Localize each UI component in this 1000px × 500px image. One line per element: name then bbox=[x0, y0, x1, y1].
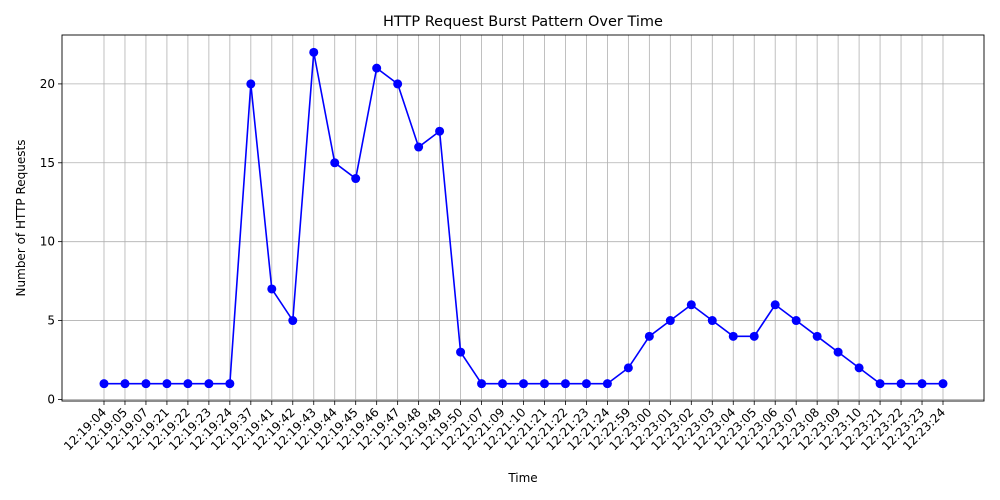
data-point bbox=[351, 174, 361, 184]
tick-layer: 12:19:0412:19:0512:19:0712:19:2112:19:22… bbox=[40, 77, 948, 453]
grid-layer bbox=[62, 35, 984, 401]
data-point bbox=[938, 379, 948, 389]
y-tick-label: 10 bbox=[40, 235, 55, 249]
data-point bbox=[728, 331, 738, 341]
y-axis-label: Number of HTTP Requests bbox=[14, 140, 28, 297]
data-point bbox=[477, 379, 487, 389]
data-point bbox=[560, 379, 570, 389]
data-point bbox=[162, 379, 172, 389]
data-point bbox=[99, 379, 109, 389]
data-point bbox=[330, 158, 340, 168]
data-point bbox=[854, 363, 864, 373]
data-point bbox=[665, 316, 675, 326]
data-point bbox=[267, 284, 277, 294]
data-point bbox=[372, 63, 382, 73]
data-point bbox=[183, 379, 193, 389]
data-point bbox=[141, 379, 151, 389]
y-tick-label: 0 bbox=[47, 392, 55, 406]
data-point bbox=[498, 379, 508, 389]
x-axis-label: Time bbox=[507, 471, 537, 485]
data-point bbox=[917, 379, 927, 389]
data-point bbox=[644, 331, 654, 341]
data-point bbox=[602, 379, 612, 389]
data-point bbox=[456, 347, 466, 357]
data-point bbox=[875, 379, 885, 389]
data-point bbox=[246, 79, 256, 89]
data-point bbox=[309, 47, 319, 57]
data-point bbox=[770, 300, 780, 310]
series-layer bbox=[99, 47, 948, 389]
data-point bbox=[749, 331, 759, 341]
data-point bbox=[288, 316, 298, 326]
data-point bbox=[539, 379, 549, 389]
data-point bbox=[686, 300, 696, 310]
data-point bbox=[581, 379, 591, 389]
data-point bbox=[519, 379, 528, 389]
data-point bbox=[896, 379, 906, 389]
data-point bbox=[435, 126, 445, 136]
data-point bbox=[833, 347, 843, 357]
plot-frame bbox=[61, 34, 985, 402]
y-tick-label: 20 bbox=[40, 77, 55, 91]
data-point bbox=[414, 142, 424, 152]
y-tick-label: 5 bbox=[47, 314, 55, 328]
data-point bbox=[393, 79, 403, 89]
data-point bbox=[120, 379, 130, 389]
data-point bbox=[225, 379, 235, 389]
y-tick-label: 15 bbox=[40, 156, 55, 170]
data-point bbox=[812, 331, 822, 341]
data-point bbox=[707, 316, 717, 326]
data-point bbox=[791, 316, 801, 326]
chart-title: HTTP Request Burst Pattern Over Time bbox=[383, 14, 663, 30]
data-point bbox=[623, 363, 633, 373]
data-point bbox=[204, 379, 214, 389]
